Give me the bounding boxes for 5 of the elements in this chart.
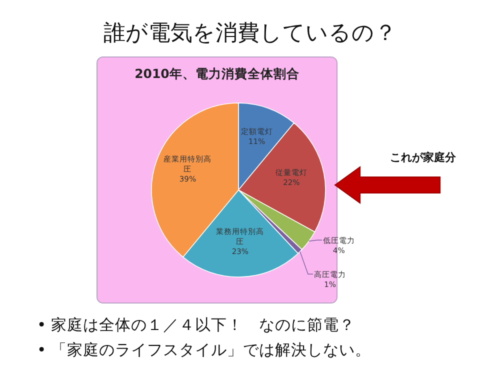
text: • 家庭は全体の１／４以下！ なのに節電？ bbox=[37, 316, 356, 334]
text: 誰が電気を消費しているの？ bbox=[104, 21, 396, 46]
text: これが家庭分 bbox=[390, 151, 457, 164]
chart-title: 2010年、電力消費全体割合 bbox=[134, 66, 300, 81]
text: • 「家庭のライフスタイル」では解決しない。 bbox=[37, 341, 372, 359]
